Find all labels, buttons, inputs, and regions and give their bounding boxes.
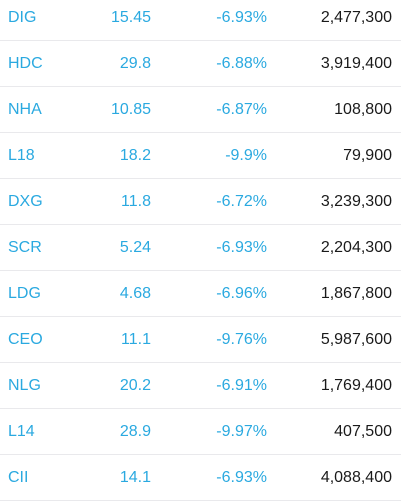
stock-price: 15.45: [110, 8, 151, 26]
stock-price: 28.9: [119, 422, 151, 440]
stock-symbol[interactable]: NLG: [8, 376, 41, 394]
stock-volume: 2,477,300: [320, 8, 392, 26]
stock-price: 10.85: [110, 100, 151, 118]
stock-symbol[interactable]: L14: [8, 422, 35, 440]
stock-row[interactable]: DIG 15.45 -6.93% 2,477,300: [0, 0, 401, 41]
stock-price: 4.68: [119, 284, 151, 302]
stock-change: -6.93%: [216, 8, 267, 26]
stock-symbol[interactable]: NHA: [8, 100, 42, 118]
stock-volume: 1,867,800: [320, 284, 392, 302]
stock-volume: 3,239,300: [320, 192, 392, 210]
stock-price: 11.8: [121, 192, 151, 210]
stock-change: -9.76%: [216, 330, 267, 348]
stock-volume: 79,900: [343, 146, 392, 164]
stock-row[interactable]: L18 18.2 -9.9% 79,900: [0, 133, 401, 179]
stock-change: -6.88%: [216, 54, 267, 72]
stock-change: -6.72%: [216, 192, 267, 210]
stock-row[interactable]: HDC 29.8 -6.88% 3,919,400: [0, 41, 401, 87]
stock-row[interactable]: L14 28.9 -9.97% 407,500: [0, 409, 401, 455]
stock-price: 18.2: [119, 146, 151, 164]
stock-row[interactable]: CII 14.1 -6.93% 4,088,400: [0, 455, 401, 501]
stock-price: 29.8: [119, 54, 151, 72]
stock-row[interactable]: DXG 11.8 -6.72% 3,239,300: [0, 179, 401, 225]
stock-row[interactable]: NLG 20.2 -6.91% 1,769,400: [0, 363, 401, 409]
stock-price: 20.2: [119, 376, 151, 394]
stock-volume: 5,987,600: [320, 330, 392, 348]
stock-change: -6.91%: [216, 376, 267, 394]
stock-symbol[interactable]: HDC: [8, 54, 43, 72]
stock-symbol[interactable]: DXG: [8, 192, 43, 210]
stock-change: -9.97%: [216, 422, 267, 440]
stock-price: 5.24: [119, 238, 151, 256]
stock-price: 11.1: [121, 330, 151, 348]
stock-row[interactable]: NHA 10.85 -6.87% 108,800: [0, 87, 401, 133]
stock-change: -6.96%: [216, 284, 267, 302]
stock-volume: 407,500: [334, 422, 392, 440]
stock-change: -9.9%: [225, 146, 267, 164]
stock-row[interactable]: LDG 4.68 -6.96% 1,867,800: [0, 271, 401, 317]
stock-symbol[interactable]: CEO: [8, 330, 43, 348]
stock-change: -6.93%: [216, 238, 267, 256]
stock-volume: 1,769,400: [320, 376, 392, 394]
stock-symbol[interactable]: LDG: [8, 284, 41, 302]
stock-symbol[interactable]: CII: [8, 468, 29, 486]
stock-volume: 3,919,400: [320, 54, 392, 72]
stock-symbol[interactable]: DIG: [8, 8, 37, 26]
stock-symbol[interactable]: SCR: [8, 238, 42, 256]
stock-price: 14.1: [119, 468, 151, 486]
stock-change: -6.87%: [216, 100, 267, 118]
stock-volume: 108,800: [334, 100, 392, 118]
stock-row[interactable]: SCR 5.24 -6.93% 2,204,300: [0, 225, 401, 271]
stock-change: -6.93%: [216, 468, 267, 486]
stock-volume: 2,204,300: [320, 238, 392, 256]
stock-row[interactable]: CEO 11.1 -9.76% 5,987,600: [0, 317, 401, 363]
stock-volume: 4,088,400: [320, 468, 392, 486]
stock-symbol[interactable]: L18: [8, 146, 35, 164]
